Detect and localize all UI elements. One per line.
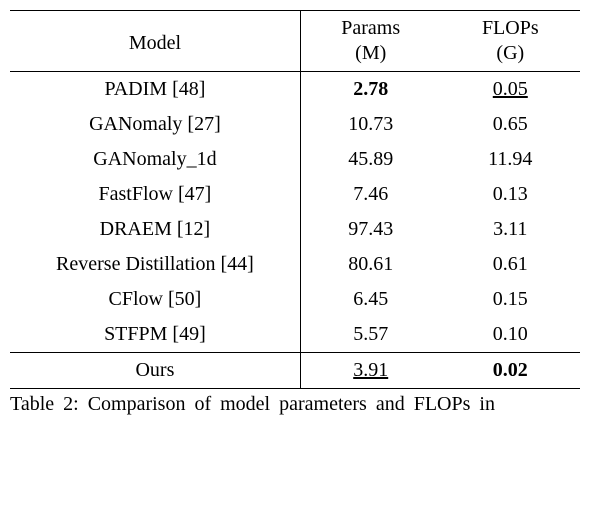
table-row: CFlow [50]6.450.15 — [10, 282, 580, 317]
header-flops-label: FLOPs — [441, 11, 580, 42]
cell-flops: 3.11 — [441, 212, 580, 247]
table-row: PADIM [48]2.780.05 — [10, 72, 580, 108]
cell-params: 97.43 — [300, 212, 440, 247]
cell-flops: 0.05 — [441, 72, 580, 108]
cell-params: 2.78 — [300, 72, 440, 108]
cell-flops: 0.13 — [441, 177, 580, 212]
cell-params: 6.45 — [300, 282, 440, 317]
table-row: DRAEM [12]97.433.11 — [10, 212, 580, 247]
cell-model: Reverse Distillation [44] — [10, 247, 300, 282]
comparison-table-container: Model Params FLOPs (M) (G) PADIM [48]2.7… — [10, 10, 580, 389]
table-footer-row: Ours 3.91 0.02 — [10, 353, 580, 389]
footer-flops: 0.02 — [441, 353, 580, 389]
cell-flops: 0.61 — [441, 247, 580, 282]
cell-params: 45.89 — [300, 142, 440, 177]
cell-model: FastFlow [47] — [10, 177, 300, 212]
cell-model: CFlow [50] — [10, 282, 300, 317]
comparison-table: Model Params FLOPs (M) (G) PADIM [48]2.7… — [10, 10, 580, 389]
header-params-unit: (M) — [300, 41, 440, 72]
cell-flops: 0.10 — [441, 317, 580, 353]
cell-params: 80.61 — [300, 247, 440, 282]
table-row: STFPM [49]5.570.10 — [10, 317, 580, 353]
cell-model: STFPM [49] — [10, 317, 300, 353]
table-row: GANomaly [27]10.730.65 — [10, 107, 580, 142]
table-row: Reverse Distillation [44]80.610.61 — [10, 247, 580, 282]
header-flops-unit: (G) — [441, 41, 580, 72]
cell-params: 7.46 — [300, 177, 440, 212]
footer-params: 3.91 — [300, 353, 440, 389]
cell-params: 5.57 — [300, 317, 440, 353]
table-row: GANomaly_1d45.8911.94 — [10, 142, 580, 177]
cell-model: DRAEM [12] — [10, 212, 300, 247]
header-params-label: Params — [300, 11, 440, 42]
cell-model: GANomaly_1d — [10, 142, 300, 177]
cell-model: PADIM [48] — [10, 72, 300, 108]
table-caption: Table 2: Comparison of model parameters … — [10, 393, 580, 416]
cell-flops: 11.94 — [441, 142, 580, 177]
cell-params: 10.73 — [300, 107, 440, 142]
header-model: Model — [10, 11, 300, 72]
table-header-row-1: Model Params FLOPs — [10, 11, 580, 42]
cell-flops: 0.65 — [441, 107, 580, 142]
footer-model: Ours — [10, 353, 300, 389]
table-row: FastFlow [47]7.460.13 — [10, 177, 580, 212]
cell-model: GANomaly [27] — [10, 107, 300, 142]
cell-flops: 0.15 — [441, 282, 580, 317]
